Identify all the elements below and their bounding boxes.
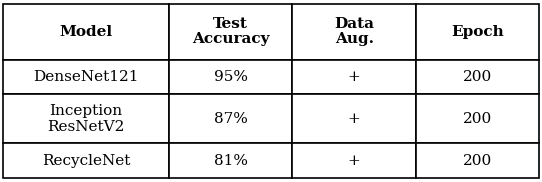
Bar	[416, 143, 539, 178]
Bar	[169, 94, 293, 143]
Bar	[169, 4, 293, 60]
Text: DenseNet121: DenseNet121	[33, 70, 139, 84]
Text: 200: 200	[463, 112, 492, 126]
Bar	[169, 60, 293, 94]
Bar	[416, 94, 539, 143]
Text: +: +	[348, 70, 360, 84]
Bar	[3, 60, 169, 94]
Bar	[293, 143, 416, 178]
Bar	[3, 143, 169, 178]
Text: Data
Aug.: Data Aug.	[334, 17, 374, 46]
Text: Test
Accuracy: Test Accuracy	[192, 17, 269, 46]
Text: 81%: 81%	[214, 154, 248, 168]
Text: 200: 200	[463, 154, 492, 168]
Text: Inception
ResNetV2: Inception ResNetV2	[47, 104, 125, 134]
Text: 87%: 87%	[214, 112, 248, 126]
Text: 200: 200	[463, 70, 492, 84]
Bar	[416, 4, 539, 60]
Text: Epoch: Epoch	[451, 25, 504, 39]
Text: +: +	[348, 112, 360, 126]
Text: 95%: 95%	[214, 70, 248, 84]
Bar	[293, 4, 416, 60]
Bar	[416, 60, 539, 94]
Bar	[293, 94, 416, 143]
Text: +: +	[348, 154, 360, 168]
Bar	[293, 60, 416, 94]
Bar	[3, 4, 169, 60]
Bar	[169, 143, 293, 178]
Text: RecycleNet: RecycleNet	[42, 154, 130, 168]
Bar	[3, 94, 169, 143]
Text: Model: Model	[59, 25, 112, 39]
